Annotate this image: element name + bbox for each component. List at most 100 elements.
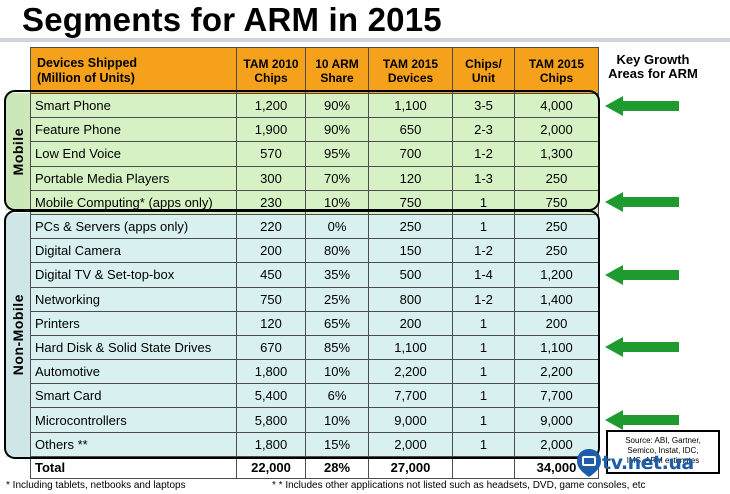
header-tam-2010: TAM 2010 Chips: [236, 47, 306, 94]
cell-tam-2010: 1,200: [236, 92, 306, 119]
table-row: Hard Disk & Solid State Drives 670 85% 1,10…: [30, 334, 599, 361]
cell-tam-2010: 450: [236, 262, 306, 288]
cell-chips-per-unit: 1-2: [452, 238, 515, 264]
group-label-nonmobile: Non-Mobile: [6, 213, 30, 457]
left-arrow-icon: [605, 410, 679, 431]
cell-tam-2015-chips: 1,300: [514, 141, 599, 167]
cell-chips-per-unit: 1-4: [452, 262, 515, 288]
page-title: Segments for ARM in 2015: [22, 1, 442, 38]
cell-device-name: Mobile Computing* (apps only): [30, 189, 237, 215]
cell-tam-2015-chips: 200: [514, 310, 599, 336]
cell-tam-2015-devices: 650: [368, 117, 453, 143]
watermark-text: tv.net.ua: [602, 452, 694, 474]
table-row: Mobile Computing* (apps only) 230 10% 750 1 7…: [30, 189, 599, 215]
cell-tam-2010: 670: [236, 334, 306, 361]
cell-tam-2015-chips: 750: [514, 189, 599, 215]
cell-tam-2015-devices: 200: [368, 310, 453, 336]
cell-chips-per-unit: 1: [452, 359, 515, 385]
table-row: Microcontrollers 5,800 10% 9,000 1 9,000: [30, 407, 599, 433]
cell-arm-share: 70%: [305, 165, 369, 191]
cell-arm-share: 90%: [305, 92, 369, 119]
cell-arm-share: 6%: [305, 383, 369, 409]
table-row: Networking 750 25% 800 1-2 1,400: [30, 286, 599, 312]
cell-tam-2010: 750: [236, 286, 306, 312]
cell-chips-per-unit: 1: [452, 213, 515, 240]
header-devices: Devices Shipped (Million of Units): [30, 47, 237, 94]
cell-tam-2010: 5,800: [236, 407, 306, 433]
table-row: Automotive 1,800 10% 2,200 1 2,200: [30, 359, 599, 385]
cell-tam-2015-devices: 750: [368, 189, 453, 215]
cell-device-name: Networking: [30, 286, 237, 312]
cell-tam-2015-devices: 9,000: [368, 407, 453, 433]
total-cell-arm-share: 28%: [305, 455, 369, 479]
cell-tam-2015-chips: 2,200: [514, 359, 599, 385]
total-cell-device-name: Total: [30, 455, 237, 479]
cell-tam-2015-devices: 7,700: [368, 383, 453, 409]
cell-chips-per-unit: 1: [452, 334, 515, 361]
cell-tam-2015-chips: 250: [514, 165, 599, 191]
cell-tam-2010: 1,900: [236, 117, 306, 143]
table-row: PCs & Servers (apps only) 220 0% 250 1 250: [30, 213, 599, 240]
table-row: Smart Phone 1,200 90% 1,100 3-5 4,000: [30, 92, 599, 119]
left-arrow-icon: [605, 95, 679, 116]
cell-arm-share: 0%: [305, 213, 369, 240]
cell-device-name: Smart Phone: [30, 92, 237, 119]
cell-tam-2015-chips: 250: [514, 238, 599, 264]
cell-device-name: Digital TV & Set-top-box: [30, 262, 237, 288]
cell-device-name: Smart Card: [30, 383, 237, 409]
cell-arm-share: 10%: [305, 189, 369, 215]
cell-arm-share: 65%: [305, 310, 369, 336]
group-label-mobile-text: Mobile: [10, 127, 26, 176]
cell-tam-2015-devices: 700: [368, 141, 453, 167]
cell-tam-2015-devices: 2,000: [368, 431, 453, 457]
cell-tam-2015-chips: 2,000: [514, 117, 599, 143]
cell-chips-per-unit: 3-5: [452, 92, 515, 119]
cell-device-name: Automotive: [30, 359, 237, 385]
cell-tam-2015-chips: 250: [514, 213, 599, 240]
cell-arm-share: 35%: [305, 262, 369, 288]
group-label-nonmobile-text: Non-Mobile: [10, 294, 26, 376]
table-row: Portable Media Players 300 70% 120 1-3 250: [30, 165, 599, 191]
cell-device-name: Printers: [30, 310, 237, 336]
left-arrow-icon: [605, 264, 679, 285]
cell-chips-per-unit: 1-2: [452, 286, 515, 312]
segments-table: Devices Shipped (Million of Units) TAM 20…: [30, 47, 599, 479]
table-row: Feature Phone 1,900 90% 650 2-3 2,000: [30, 117, 599, 143]
cell-tam-2015-chips: 2,000: [514, 431, 599, 457]
cell-tam-2015-devices: 250: [368, 213, 453, 240]
cell-device-name: Feature Phone: [30, 117, 237, 143]
tv-logo-icon: [577, 449, 601, 477]
table-body: Smart Phone 1,200 90% 1,100 3-5 4,000 Feature …: [30, 92, 599, 479]
cell-arm-share: 10%: [305, 359, 369, 385]
cell-tam-2010: 5,400: [236, 383, 306, 409]
total-row: Total 22,000 28% 27,000 34,000: [30, 455, 599, 479]
cell-tam-2015-devices: 120: [368, 165, 453, 191]
cell-tam-2015-devices: 1,100: [368, 334, 453, 361]
table-row: Digital TV & Set-top-box 450 35% 500 1-4 1,20…: [30, 262, 599, 288]
cell-chips-per-unit: 1: [452, 310, 515, 336]
cell-device-name: PCs & Servers (apps only): [30, 213, 237, 240]
cell-chips-per-unit: 1-3: [452, 165, 515, 191]
cell-arm-share: 85%: [305, 334, 369, 361]
table-row: Digital Camera 200 80% 150 1-2 250: [30, 238, 599, 264]
cell-tam-2010: 200: [236, 238, 306, 264]
cell-tam-2015-devices: 1,100: [368, 92, 453, 119]
key-growth-label: Key Growth Areas for ARM: [608, 52, 698, 81]
footnote-right: * * Includes other applications not list…: [272, 480, 646, 491]
cell-arm-share: 95%: [305, 141, 369, 167]
cell-tam-2015-chips: 9,000: [514, 407, 599, 433]
table-row: Printers 120 65% 200 1 200: [30, 310, 599, 336]
cell-arm-share: 10%: [305, 407, 369, 433]
cell-device-name: Portable Media Players: [30, 165, 237, 191]
cell-device-name: Microcontrollers: [30, 407, 237, 433]
total-cell-tam-2010: 22,000: [236, 455, 306, 479]
total-cell-tam-2015-devices: 27,000: [368, 455, 453, 479]
cell-arm-share: 15%: [305, 431, 369, 457]
left-arrow-icon: [605, 192, 679, 213]
cell-chips-per-unit: 2-3: [452, 117, 515, 143]
left-arrow-icon: [605, 337, 679, 358]
cell-chips-per-unit: 1: [452, 431, 515, 457]
cell-chips-per-unit: 1: [452, 383, 515, 409]
header-chips-per-unit: Chips/Unit: [452, 47, 515, 94]
cell-tam-2010: 220: [236, 213, 306, 240]
